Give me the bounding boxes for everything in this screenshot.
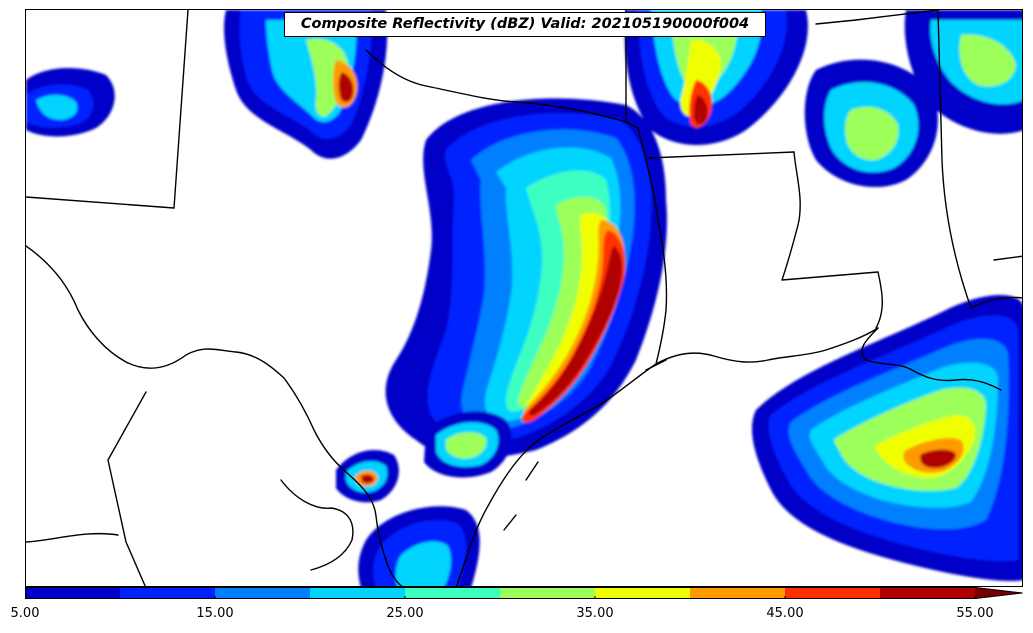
boundary-nm-west	[26, 196, 175, 209]
echo-se-darkred	[920, 449, 956, 468]
colorbar-tick-label: 55.00	[956, 606, 994, 621]
colorbar-extend-max	[975, 587, 1023, 599]
echo-ne-darkred	[694, 95, 708, 125]
echo-coast-green	[446, 432, 487, 459]
colorbar-bin-20	[310, 587, 406, 599]
boundary-al-fl	[970, 296, 1022, 309]
boundary-la-coast	[861, 327, 1002, 391]
boundary-nm-tx	[173, 10, 189, 209]
boundary-red-river	[365, 49, 639, 129]
boundary-mx-2	[26, 532, 119, 543]
colorbar-bin-40	[690, 587, 786, 599]
boundary-ga	[993, 255, 1022, 261]
boundary-rio-grande	[26, 245, 403, 586]
boundary-ar-la	[647, 151, 795, 159]
echo-e-green	[845, 106, 899, 161]
boundary-la-tx	[637, 127, 668, 365]
echo-sw-darkred	[361, 474, 374, 484]
colorbar-bin-35	[595, 587, 691, 599]
echo-nw-darkred	[338, 72, 354, 103]
map-panel	[25, 9, 1023, 587]
map-title: Composite Reflectivity (dBZ) Valid: 2021…	[284, 12, 766, 37]
colorbar-bin-10	[120, 587, 216, 599]
boundary-mississippi	[781, 151, 883, 329]
echo-main-darkred	[529, 246, 623, 416]
colorbar-bin-45	[785, 587, 881, 599]
reflectivity-map	[26, 10, 1022, 586]
boundary-mx-3	[280, 479, 354, 571]
echo-fne-green	[959, 34, 1016, 87]
boundary-mx-1	[107, 391, 147, 586]
colorbar-bin-15	[215, 587, 311, 599]
boundary-ms-al	[937, 10, 972, 309]
colorbar	[25, 587, 1023, 599]
boundary-tx-coast	[455, 327, 879, 586]
colorbar-tick-label: 25.00	[386, 606, 424, 621]
reflectivity-echoes	[26, 10, 1022, 586]
colorbar-bin-30	[500, 587, 596, 599]
echo-s-cyan	[395, 541, 451, 586]
colorbar-tick-label: 5.00	[10, 606, 40, 621]
boundary-lines	[26, 10, 1022, 586]
echo-w-cyan	[36, 94, 78, 120]
boundary-coast-islands	[503, 359, 667, 531]
echo-main-yellow	[526, 212, 614, 411]
colorbar-tick-label: 35.00	[576, 606, 614, 621]
colorbar-bin-5	[25, 587, 121, 599]
colorbar-tick-label: 15.00	[196, 606, 234, 621]
echo-main-orange	[523, 220, 625, 419]
colorbar-bin-25	[405, 587, 501, 599]
colorbar-bin-50	[880, 587, 976, 599]
colorbar-tick-label: 45.00	[766, 606, 804, 621]
boundary-ar-north	[815, 10, 939, 25]
